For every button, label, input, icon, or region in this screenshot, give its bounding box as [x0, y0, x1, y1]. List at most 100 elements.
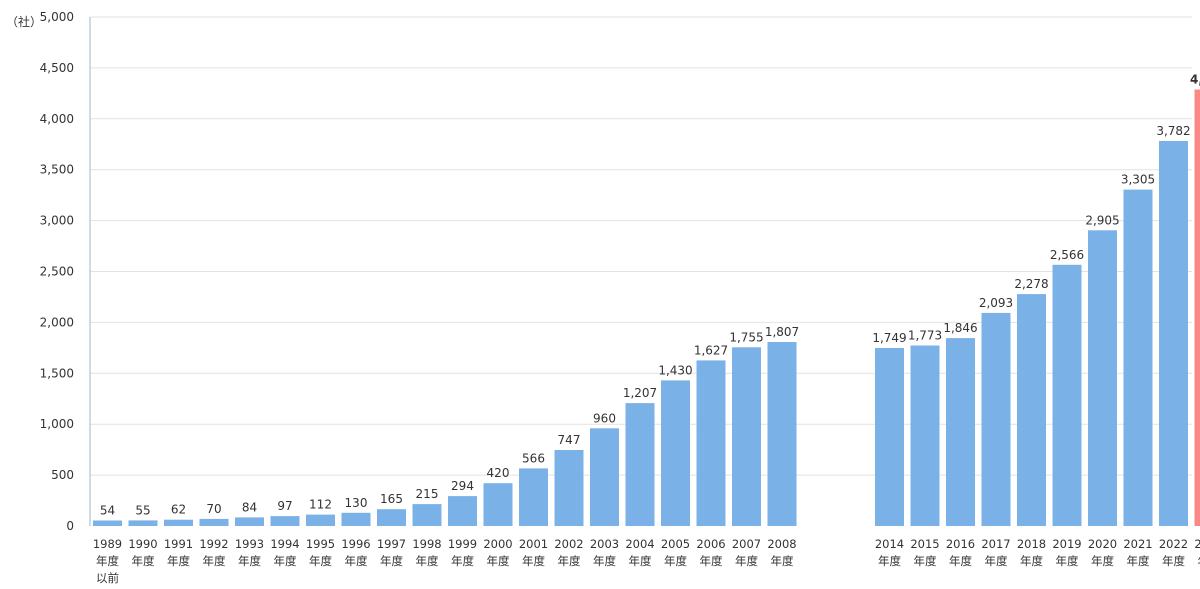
x-tick-label: 1990 [128, 537, 157, 551]
data-label: 2,093 [979, 296, 1013, 310]
data-label: 960 [593, 411, 616, 425]
bar [767, 342, 797, 526]
bar [875, 348, 904, 526]
y-tick-label: 1,000 [40, 417, 74, 431]
y-tick-label: 2,500 [40, 265, 74, 279]
y-tick-label: 5,000 [40, 10, 74, 24]
data-label: 1,207 [623, 386, 657, 400]
data-label: 1,430 [658, 363, 692, 377]
x-tick-label: 年度 [914, 554, 937, 568]
x-tick-label: 2014 [875, 537, 904, 551]
bar [270, 516, 300, 526]
data-label: 1,749 [872, 331, 906, 345]
data-label: 84 [242, 500, 257, 514]
x-tick-label: 2016 [946, 537, 975, 551]
x-tick-label: 年度 [274, 554, 297, 568]
x-tick-label: 年度 [1198, 554, 1200, 568]
x-tick-label: 2003 [590, 537, 619, 551]
data-label: 112 [309, 498, 332, 512]
bar [412, 504, 442, 526]
x-tick-label: 1993 [235, 537, 264, 551]
x-tick-label: 以前 [96, 571, 119, 585]
x-tick-label: 2008 [767, 537, 796, 551]
data-label: 2,905 [1085, 213, 1119, 227]
x-tick-label: 年度 [878, 554, 901, 568]
data-label: 55 [135, 503, 150, 517]
gridlines [90, 16, 1192, 476]
data-label: 294 [451, 479, 474, 493]
bar [1017, 294, 1046, 526]
x-tick-label: 2004 [625, 537, 654, 551]
bar [625, 403, 655, 526]
x-tick-label: 2021 [1123, 537, 1152, 551]
x-tick-label: 年度 [1162, 554, 1185, 568]
x-tick-label: 2022 [1159, 537, 1188, 551]
bar [946, 338, 975, 526]
y-tick-label: 1,500 [40, 366, 74, 380]
x-tick-label: 年度 [132, 554, 155, 568]
x-tick-label: 2020 [1088, 537, 1117, 551]
data-label: 1,627 [694, 343, 728, 357]
bar [448, 496, 477, 526]
data-label: 54 [100, 504, 115, 518]
bar [1052, 264, 1082, 526]
y-axis-ticks: 0 500 1,000 1,500 2,000 2,500 3,000 3,500 4,000 4… [40, 10, 74, 533]
x-tick-label: 年度 [1056, 554, 1079, 568]
x-tick-label: 年度 [203, 554, 226, 568]
x-tick-label: 年度 [1020, 554, 1043, 568]
data-label: 1,846 [943, 321, 977, 335]
y-tick-label: 3,000 [40, 214, 74, 228]
bar [199, 518, 229, 526]
x-tick-label: 2002 [554, 537, 583, 551]
bar [235, 517, 264, 526]
data-label: 3,782 [1156, 124, 1190, 138]
y-tick-label: 500 [51, 468, 74, 482]
data-label: 420 [487, 466, 510, 480]
bar [1159, 141, 1188, 526]
x-tick-label: 年度 [1127, 554, 1150, 568]
bars [93, 89, 1200, 527]
bar [590, 428, 619, 526]
bar [519, 468, 548, 526]
x-tick-label: 年度 [664, 554, 687, 568]
bar [483, 483, 513, 526]
data-label: 4,288 [1190, 73, 1200, 87]
data-label: 1,807 [765, 325, 799, 339]
x-tick-label: 年度 [593, 554, 616, 568]
x-tick-label: 年度 [771, 554, 794, 568]
bar [732, 347, 761, 526]
x-tick-label: 2019 [1052, 537, 1081, 551]
data-label: 97 [277, 499, 292, 513]
x-tick-label: 1991 [164, 537, 193, 551]
x-tick-label: 1994 [270, 537, 299, 551]
bar [93, 520, 122, 526]
x-tick-label: 年度 [985, 554, 1008, 568]
y-axis-unit-label: （社） [6, 14, 42, 29]
data-label: 70 [206, 502, 221, 516]
data-label: 2,566 [1050, 248, 1084, 262]
x-tick-label: 年度 [558, 554, 581, 568]
x-tick-label: 2000 [483, 537, 512, 551]
x-tick-label: 2006 [696, 537, 725, 551]
x-tick-label: 年度 [487, 554, 510, 568]
data-label: 3,305 [1121, 173, 1155, 187]
x-tick-label: 1992 [199, 537, 228, 551]
data-label: 1,773 [908, 329, 942, 343]
x-tick-label: 2023 [1194, 537, 1200, 551]
y-tick-label: 2,000 [40, 315, 74, 329]
x-tick-label: 年度 [451, 554, 474, 568]
y-tick-label: 4,500 [40, 61, 74, 75]
data-label: 215 [416, 487, 439, 501]
x-tick-label: 2005 [661, 537, 690, 551]
x-tick-label: 1996 [341, 537, 370, 551]
bar [1123, 189, 1153, 526]
x-tick-label: 年度 [238, 554, 261, 568]
x-tick-label: 年度 [345, 554, 368, 568]
x-tick-label: 年度 [309, 554, 332, 568]
x-tick-label: 1989 [93, 537, 122, 551]
data-label: 747 [558, 433, 581, 447]
x-tick-label: 年度 [700, 554, 723, 568]
bar [341, 512, 371, 526]
